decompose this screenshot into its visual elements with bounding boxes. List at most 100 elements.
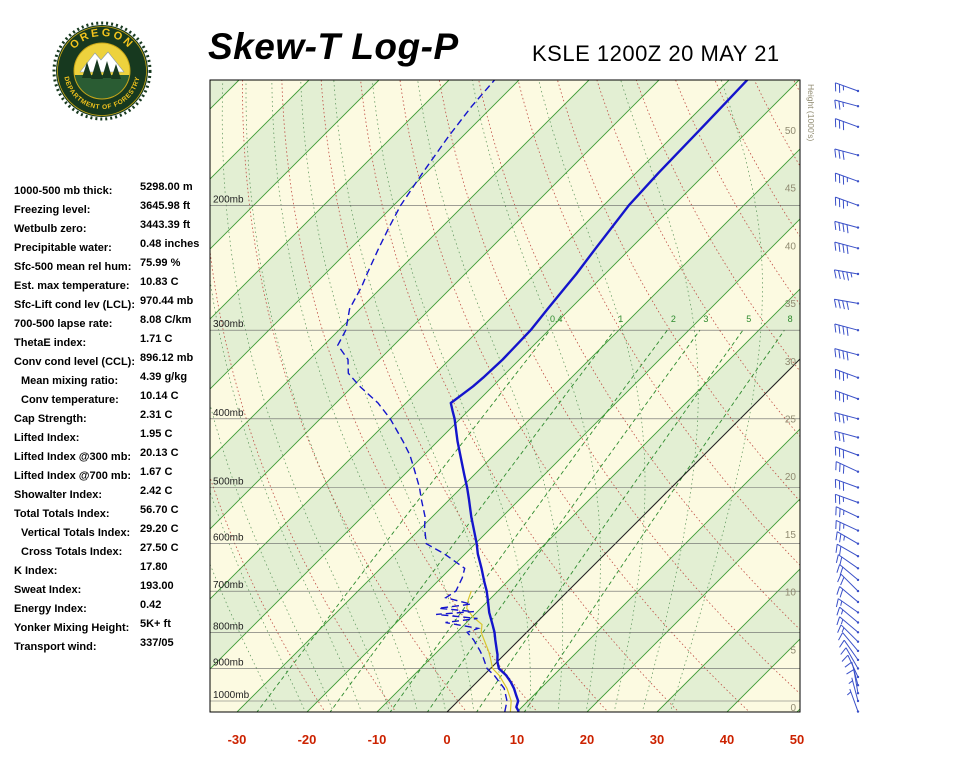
wind-barb-icon: [836, 564, 860, 582]
index-label: Conv cond level (CCL):: [14, 356, 136, 368]
index-label: 1000-500 mb thick:: [14, 185, 113, 197]
index-row: Lifted Index @700 mb: 1.67 C: [14, 466, 214, 485]
index-value: 0.48 inches: [140, 238, 200, 250]
isotherm-line: [306, 218, 800, 712]
wind-barb-icon: [836, 586, 860, 604]
index-value: 29.20 C: [140, 523, 179, 535]
height-tick-label: 45: [785, 184, 797, 195]
wind-barb-icon: [835, 531, 860, 545]
index-value: 1.67 C: [140, 466, 173, 478]
wind-barb-icon: [835, 554, 860, 570]
dry-adiabat-line: [829, 73, 960, 714]
index-label: Conv temperature:: [21, 394, 119, 406]
mixing-ratio-label: 0.4: [550, 314, 563, 324]
wind-barb-icon: [834, 446, 860, 459]
index-label: Total Totals Index:: [14, 508, 110, 520]
index-row: Mean mixing ratio: 4.39 g/kg: [14, 371, 214, 390]
mixing-ratio-line: [426, 329, 701, 712]
wind-barb-icon: [835, 543, 860, 558]
index-row: Sweat Index: 193.00: [14, 580, 214, 599]
isotherm-line: [210, 80, 240, 110]
index-label: Energy Index:: [14, 603, 87, 615]
dry-adiabat-line: [596, 80, 800, 438]
index-value: 27.50 C: [140, 542, 179, 554]
index-value: 2.42 C: [140, 485, 173, 497]
wind-barb-icon: [834, 220, 860, 234]
mixing-ratio-label: 3: [703, 314, 708, 324]
isotherm-line: [236, 148, 800, 712]
dry-adiabat-line: [793, 80, 800, 94]
dry-adiabat-line: [635, 80, 800, 372]
index-label: Sfc-Lift cond lev (LCL):: [14, 299, 135, 311]
index-label: Sfc-500 mean rel hum:: [14, 261, 132, 273]
index-row: K Index: 17.80: [14, 561, 214, 580]
index-row: Sfc-500 mean rel hum: 75.99 %: [14, 257, 214, 276]
wind-barb-icon: [833, 269, 860, 281]
isotherm-line: [586, 498, 800, 712]
temp-tick-label: 20: [580, 732, 594, 747]
mixing-ratio-label: 2: [671, 314, 676, 324]
index-label: Sweat Index:: [14, 584, 82, 596]
index-row: Lifted Index @300 mb: 20.13 C: [14, 447, 214, 466]
chart-frame: [209, 79, 801, 713]
isotherm-band: [210, 80, 239, 109]
index-label: Precipitable water:: [14, 242, 112, 254]
temp-tick-label: 40: [720, 732, 734, 747]
index-row: 1000-500 mb thick: 5298.00 m: [14, 181, 214, 200]
mixing-ratio-line: [523, 329, 785, 712]
moist-adiabat-line: [669, 80, 763, 712]
logo-tree-icon: [82, 62, 92, 78]
logo-tree-icon: [91, 59, 103, 79]
index-value: 1.95 C: [140, 428, 173, 440]
mixing-ratio-line: [256, 329, 551, 712]
index-row: Wetbulb zero: 3443.39 ft: [14, 219, 214, 238]
pressure-label: 400mb: [213, 408, 244, 419]
moist-adiabat-line: [620, 80, 699, 712]
height-tick-label: 25: [785, 415, 797, 426]
index-label: Lifted Index @300 mb:: [14, 451, 132, 463]
temp-tick-label: 50: [790, 732, 804, 747]
dry-adiabat-line: [517, 80, 800, 566]
isotherm-line: [376, 288, 800, 712]
index-row: Vertical Totals Index: 29.20 C: [14, 523, 214, 542]
dry-adiabat-line: [399, 80, 751, 712]
dry-adiabat-line: [478, 80, 800, 631]
wind-barb-icon: [834, 82, 860, 93]
temp-tick-label: -10: [368, 732, 387, 747]
logo-tree-icon: [102, 61, 112, 78]
index-value: 0.42: [140, 599, 162, 611]
isotherm-line: [210, 80, 380, 250]
height-tick-label: 50: [785, 126, 797, 137]
height-axis-title: Height (1000's): [806, 84, 816, 142]
index-value: 896.12 mb: [140, 352, 194, 364]
index-row: 700-500 lapse rate: 8.08 C/km: [14, 314, 214, 333]
index-label: Cap Strength:: [14, 413, 87, 425]
index-row: Conv cond level (CCL): 896.12 mb: [14, 352, 214, 371]
logo-tree-icon: [111, 64, 121, 79]
wind-barb-icon: [837, 624, 860, 643]
temp-tick-label: 30: [650, 732, 664, 747]
index-value: 10.14 C: [140, 390, 179, 402]
height-tick-label: 10: [785, 588, 797, 599]
zero-isotherm-line: [446, 358, 800, 712]
temp-tick-label: 10: [510, 732, 524, 747]
dry-adiabat-line: [320, 80, 609, 712]
wind-barb-icon: [834, 478, 860, 491]
index-value: 20.13 C: [140, 447, 179, 459]
height-tick-label: 30: [785, 357, 797, 368]
index-value: 17.80: [140, 561, 168, 573]
logo-ground: [74, 75, 130, 99]
index-value: 4.39 g/kg: [140, 371, 188, 383]
wind-barb-icon: [835, 506, 860, 519]
wind-barb-icon: [839, 639, 860, 662]
index-label: Est. max temperature:: [14, 280, 130, 292]
index-label: Cross Totals Index:: [21, 546, 123, 558]
index-row: Yonker Mixing Height: 5K+ ft: [14, 618, 214, 637]
wetbulb-trace: [466, 590, 512, 712]
pressure-label: 700mb: [213, 580, 244, 591]
logo-scallop-ring: [52, 21, 152, 121]
dry-adiabat-line: [210, 476, 326, 712]
dry-adiabat-line: [868, 73, 960, 714]
